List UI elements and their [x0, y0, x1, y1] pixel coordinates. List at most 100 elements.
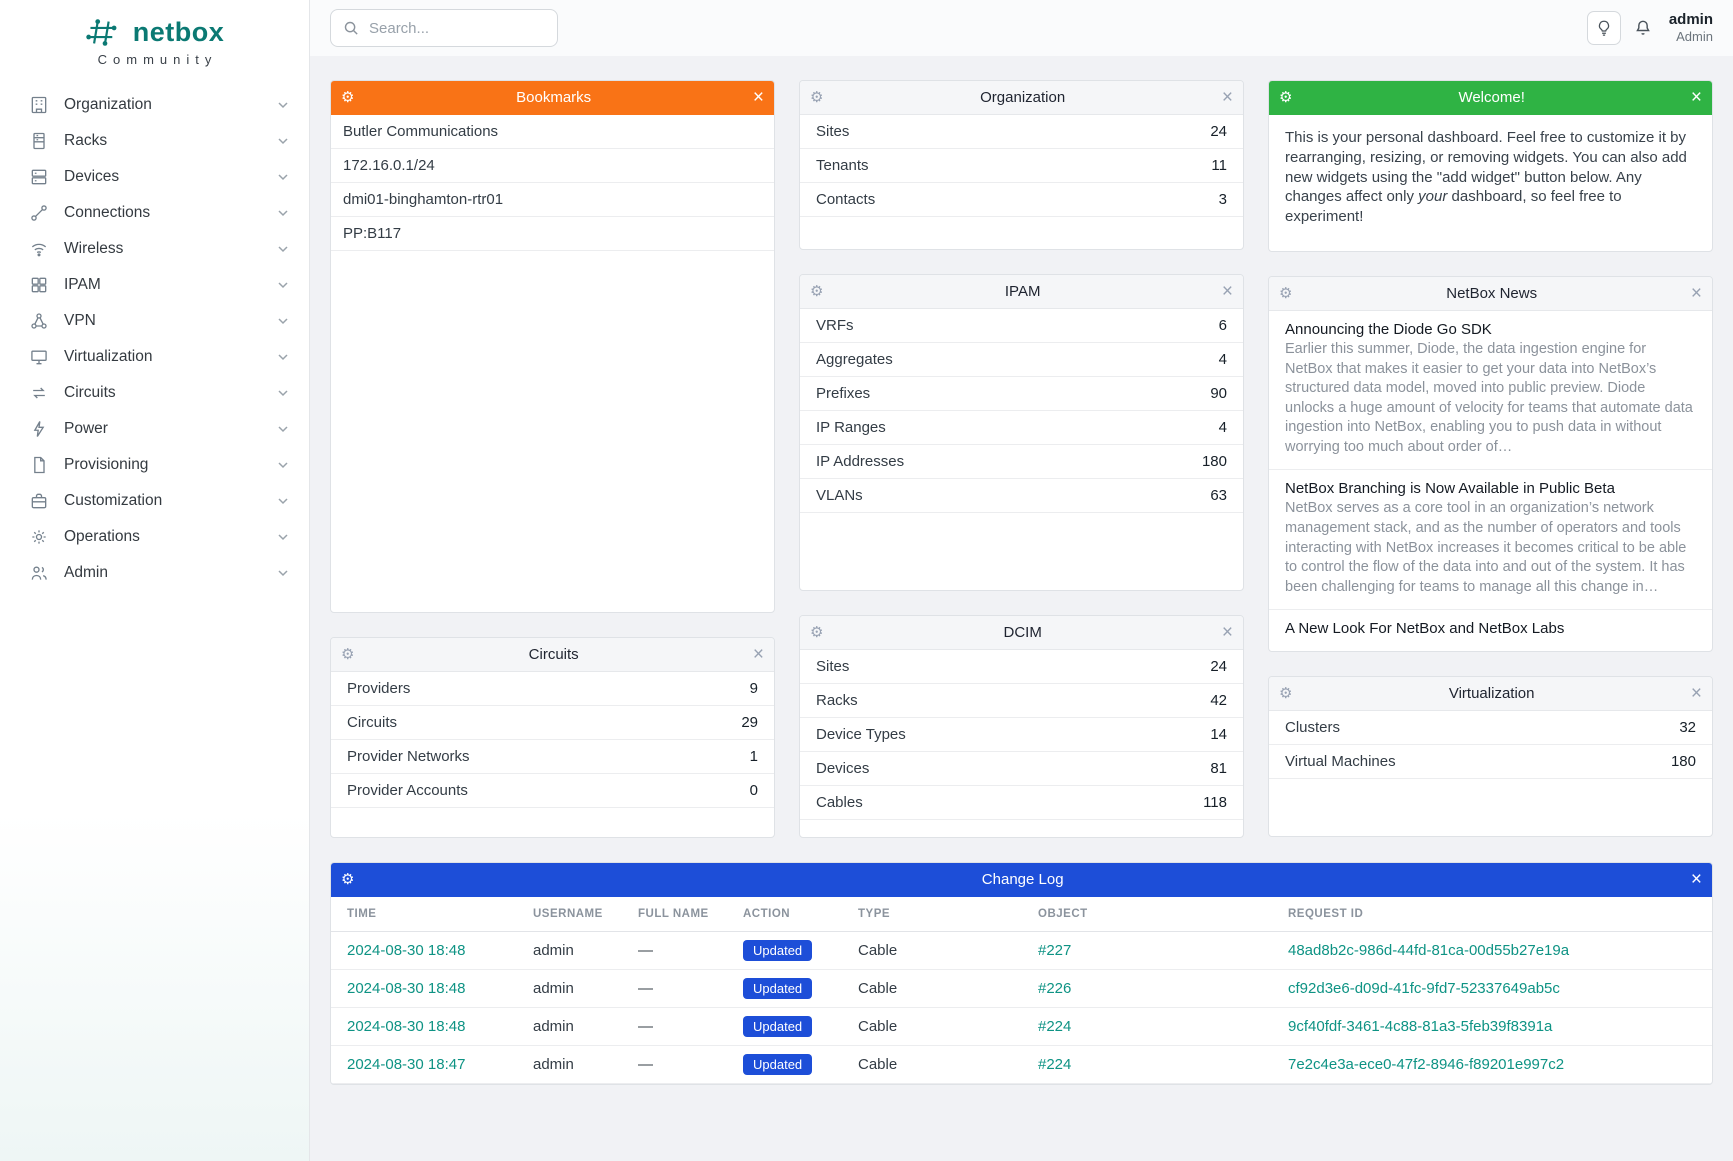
bookmark-item[interactable]: PP:B117: [331, 217, 774, 251]
changelog-fullname: —: [626, 1007, 731, 1046]
sidebar-item-operations[interactable]: Operations: [0, 519, 309, 555]
sidebar-item-connections[interactable]: Connections: [0, 195, 309, 231]
sidebar-item-devices[interactable]: Devices: [0, 159, 309, 195]
bookmark-item[interactable]: 172.16.0.1/24: [331, 149, 774, 183]
widget-virtualization-header: ⚙ Virtualization ×: [1269, 677, 1712, 712]
widget-settings-icon[interactable]: ⚙: [810, 89, 824, 106]
widget-settings-icon[interactable]: ⚙: [1279, 89, 1293, 106]
widget-settings-icon[interactable]: ⚙: [341, 646, 355, 663]
sidebar-item-provisioning[interactable]: Provisioning: [0, 447, 309, 483]
count-value: 3: [1218, 191, 1227, 208]
count-row[interactable]: Contacts 3: [800, 183, 1243, 217]
sidebar-item-label: Circuits: [64, 384, 116, 401]
sidebar-item-racks[interactable]: Racks: [0, 123, 309, 159]
changelog-object-link[interactable]: #224: [1038, 1018, 1072, 1035]
chevron-down-icon: [277, 423, 289, 435]
column-header-action: ACTION: [731, 897, 846, 932]
widget-welcome: ⚙ Welcome! × This is your personal dashb…: [1268, 80, 1713, 252]
count-row[interactable]: IP Ranges 4: [800, 411, 1243, 445]
changelog-object-link[interactable]: #226: [1038, 980, 1072, 997]
sidebar-item-power[interactable]: Power: [0, 411, 309, 447]
close-icon[interactable]: ×: [1221, 622, 1233, 643]
count-row[interactable]: Racks 42: [800, 684, 1243, 718]
widget-bookmarks: ⚙ Bookmarks × Butler Communications 172.…: [330, 80, 775, 613]
theme-toggle-button[interactable]: [1586, 11, 1621, 45]
close-icon[interactable]: ×: [1690, 283, 1702, 304]
changelog-request-id-link[interactable]: 9cf40fdf-3461-4c88-81a3-5feb39f8391a: [1288, 1018, 1553, 1035]
bookmark-item[interactable]: Butler Communications: [331, 115, 774, 149]
count-row[interactable]: Clusters 32: [1269, 711, 1712, 746]
sidebar-item-organization[interactable]: Organization: [0, 87, 309, 123]
count-row[interactable]: Provider Accounts 0: [331, 774, 774, 808]
widget-settings-icon[interactable]: ⚙: [1279, 285, 1293, 302]
lightbulb-icon: [1595, 19, 1613, 37]
sidebar-item-wireless[interactable]: Wireless: [0, 231, 309, 267]
server-stack-icon: [28, 166, 50, 188]
changelog-object-link[interactable]: #224: [1038, 1056, 1072, 1073]
count-value: 14: [1210, 726, 1227, 743]
close-icon[interactable]: ×: [752, 644, 764, 665]
changelog-fullname: —: [626, 931, 731, 970]
count-row[interactable]: Tenants 11: [800, 149, 1243, 183]
count-row[interactable]: Aggregates 4: [800, 343, 1243, 377]
netbox-logo-icon: [85, 16, 125, 49]
count-label: Devices: [816, 760, 870, 777]
widget-settings-icon[interactable]: ⚙: [341, 89, 355, 106]
news-headline[interactable]: Announcing the Diode Go SDK: [1285, 321, 1492, 338]
changelog-object-link[interactable]: #227: [1038, 942, 1072, 959]
close-icon[interactable]: ×: [1690, 869, 1702, 890]
column-header-username: USERNAME: [521, 897, 626, 932]
count-row[interactable]: Circuits 29: [331, 706, 774, 740]
widget-settings-icon[interactable]: ⚙: [1279, 685, 1293, 703]
count-row[interactable]: Sites 24: [800, 115, 1243, 149]
close-icon[interactable]: ×: [752, 87, 764, 108]
news-item: Announcing the Diode Go SDK Earlier this…: [1269, 311, 1712, 471]
news-headline[interactable]: A New Look For NetBox and NetBox Labs: [1285, 620, 1565, 638]
search-input[interactable]: [369, 19, 545, 37]
bookmark-item[interactable]: dmi01-binghamton-rtr01: [331, 183, 774, 217]
count-row[interactable]: Virtual Machines 180: [1269, 745, 1712, 780]
changelog-username: admin: [521, 931, 626, 970]
close-icon[interactable]: ×: [1221, 281, 1233, 302]
search-box[interactable]: [330, 9, 558, 47]
count-label: Sites: [816, 123, 850, 140]
changelog-request-id-link[interactable]: 48ad8b2c-986d-44fd-81ca-00d55b27e19a: [1288, 942, 1570, 959]
changelog-time-link[interactable]: 2024-08-30 18:47: [347, 1056, 466, 1073]
widget-welcome-header: ⚙ Welcome! ×: [1269, 81, 1712, 115]
count-row[interactable]: Providers 9: [331, 672, 774, 706]
changelog-request-id-link[interactable]: 7e2c4e3a-ece0-47f2-8946-f89201e997c2: [1288, 1056, 1565, 1073]
news-headline[interactable]: NetBox Branching is Now Available in Pub…: [1285, 480, 1615, 498]
count-row[interactable]: Sites 24: [800, 650, 1243, 684]
close-icon[interactable]: ×: [1221, 87, 1233, 108]
sidebar-item-ipam[interactable]: IPAM: [0, 267, 309, 303]
changelog-request-id-link[interactable]: cf92d3e6-d09d-41fc-9fd7-52337649ab5c: [1288, 980, 1560, 997]
sidebar-item-label: Admin: [64, 564, 108, 581]
close-icon[interactable]: ×: [1690, 87, 1702, 108]
chevron-down-icon: [277, 207, 289, 219]
notifications-bell-icon[interactable]: [1633, 18, 1653, 38]
close-icon[interactable]: ×: [1690, 683, 1702, 705]
changelog-time-link[interactable]: 2024-08-30 18:48: [347, 942, 466, 959]
widget-settings-icon[interactable]: ⚙: [810, 283, 824, 300]
main-area: admin Admin ⚙ Bookmarks × Butler Communi…: [310, 0, 1733, 1161]
count-row[interactable]: VRFs 6: [800, 309, 1243, 343]
sidebar-item-virtualization[interactable]: Virtualization: [0, 339, 309, 375]
sidebar-item-vpn[interactable]: VPN: [0, 303, 309, 339]
count-row[interactable]: Device Types 14: [800, 718, 1243, 752]
count-row[interactable]: Prefixes 90: [800, 377, 1243, 411]
count-value: 11: [1211, 157, 1227, 174]
sidebar-item-customization[interactable]: Customization: [0, 483, 309, 519]
sidebar-item-admin[interactable]: Admin: [0, 555, 309, 591]
count-row[interactable]: Devices 81: [800, 752, 1243, 786]
sidebar-item-circuits[interactable]: Circuits: [0, 375, 309, 411]
user-menu[interactable]: admin Admin: [1669, 11, 1713, 45]
count-row[interactable]: IP Addresses 180: [800, 445, 1243, 479]
count-row[interactable]: Cables 118: [800, 786, 1243, 820]
widget-settings-icon[interactable]: ⚙: [810, 624, 824, 641]
users-icon: [28, 562, 50, 584]
changelog-time-link[interactable]: 2024-08-30 18:48: [347, 1018, 466, 1035]
widget-settings-icon[interactable]: ⚙: [341, 871, 355, 888]
count-row[interactable]: VLANs 63: [800, 479, 1243, 513]
changelog-time-link[interactable]: 2024-08-30 18:48: [347, 980, 466, 997]
count-row[interactable]: Provider Networks 1: [331, 740, 774, 774]
